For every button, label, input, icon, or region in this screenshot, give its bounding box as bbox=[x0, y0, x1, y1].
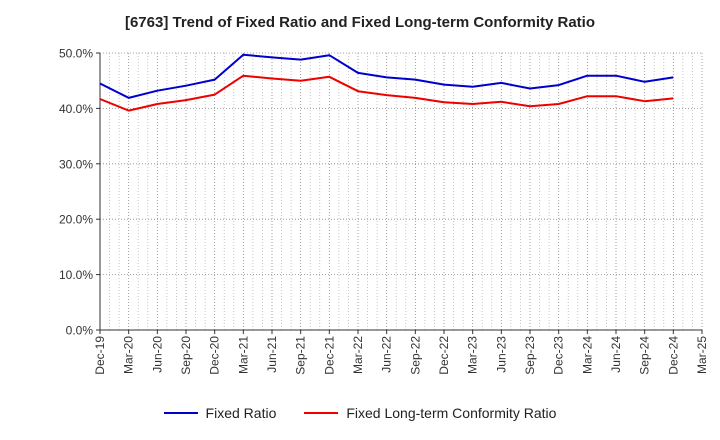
x-tick-label: Dec-23 bbox=[552, 336, 566, 375]
x-tick-label: Dec-20 bbox=[208, 336, 222, 375]
legend-item-fixed-ratio: Fixed Ratio bbox=[163, 405, 277, 421]
y-tick-label: 40.0% bbox=[59, 102, 93, 116]
legend-swatch-fixed-ratio bbox=[163, 412, 198, 414]
y-tick-label: 10.0% bbox=[59, 268, 93, 282]
x-tick-label: Sep-21 bbox=[294, 336, 308, 375]
x-tick-label: Dec-21 bbox=[322, 336, 336, 375]
x-tick-label: Jun-24 bbox=[609, 336, 623, 373]
x-tick-label: Dec-22 bbox=[437, 336, 451, 375]
legend-item-fixed-long-term-conformity-ratio: Fixed Long-term Conformity Ratio bbox=[304, 405, 556, 421]
x-tick-label: Sep-24 bbox=[638, 336, 652, 375]
x-tick-label: Jun-21 bbox=[265, 336, 279, 373]
x-tick-label: Jun-22 bbox=[380, 336, 394, 373]
legend-label-fixed-ratio: Fixed Ratio bbox=[205, 405, 277, 421]
y-tick-label: 30.0% bbox=[59, 157, 93, 171]
x-tick-label: Dec-24 bbox=[666, 336, 680, 375]
y-tick-label: 0.0% bbox=[66, 324, 94, 338]
x-tick-label: Dec-19 bbox=[93, 336, 107, 375]
x-tick-label: Mar-21 bbox=[236, 336, 250, 374]
x-tick-label: Sep-22 bbox=[408, 336, 422, 375]
series-line-0 bbox=[99, 53, 674, 99]
y-tick-label: 50.0% bbox=[59, 47, 93, 61]
x-tick-label: Mar-22 bbox=[351, 336, 365, 374]
x-tick-label: Mar-24 bbox=[580, 336, 594, 374]
x-tick-label: Mar-25 bbox=[695, 336, 709, 374]
x-tick-label: Jun-20 bbox=[150, 336, 164, 373]
x-tick-label: Sep-23 bbox=[523, 336, 537, 375]
legend-label-fixed-long-term-conformity-ratio: Fixed Long-term Conformity Ratio bbox=[346, 405, 557, 421]
chart-title: [6763] Trend of Fixed Ratio and Fixed Lo… bbox=[124, 14, 596, 31]
x-tick-label: Mar-23 bbox=[466, 336, 480, 374]
x-tick-label: Mar-20 bbox=[122, 336, 136, 374]
x-tick-label: Sep-20 bbox=[179, 336, 193, 375]
x-tick-label: Jun-23 bbox=[494, 336, 508, 373]
chart-legend: Fixed Ratio Fixed Long-term Conformity R… bbox=[0, 405, 720, 421]
legend-swatch-fixed-long-term-conformity-ratio bbox=[304, 412, 339, 414]
y-tick-label: 20.0% bbox=[59, 213, 93, 227]
